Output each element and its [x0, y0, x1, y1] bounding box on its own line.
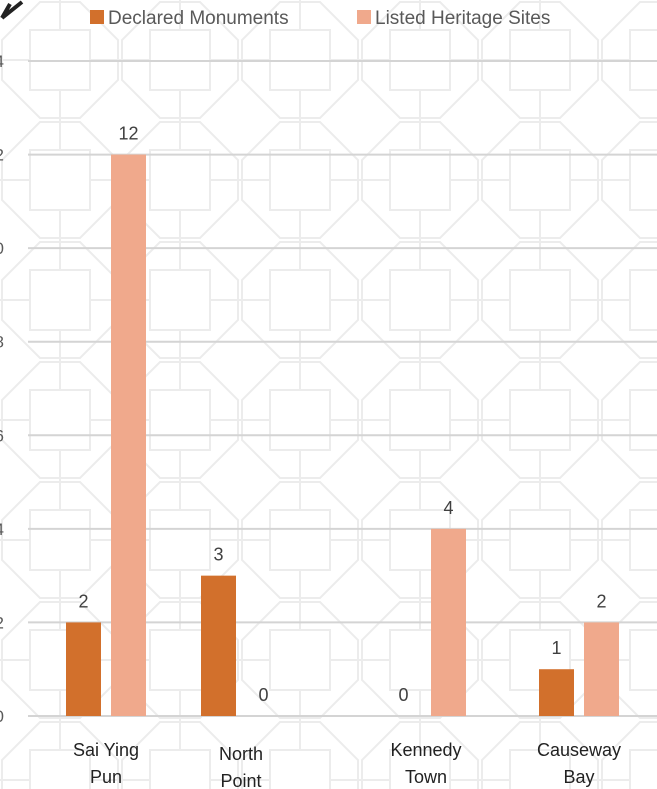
legend-swatch	[357, 10, 371, 24]
y-tick-label: 2	[0, 613, 4, 632]
x-tick-label: Bay	[563, 767, 594, 787]
y-tick-label: 12	[0, 146, 4, 165]
bar-listed-heritage-sites[interactable]	[111, 154, 146, 717]
x-tick-label: Point	[220, 771, 261, 789]
y-axis: 0 2 4 6 8 10 12 14	[0, 52, 4, 726]
legend-label: Declared Monuments	[108, 8, 289, 29]
data-label: 0	[258, 685, 268, 705]
x-tick-label: Pun	[90, 767, 122, 787]
x-tick-label: Town	[405, 767, 447, 787]
y-tick-label: 0	[0, 707, 4, 726]
data-label: 12	[118, 124, 138, 144]
data-label: 0	[398, 685, 408, 705]
bar-listed-heritage-sites[interactable]	[431, 528, 466, 716]
data-label: 4	[443, 498, 453, 518]
data-label: 1	[551, 638, 561, 658]
legend-swatch	[90, 10, 104, 24]
y-tick-label: 10	[0, 239, 4, 258]
data-label: 2	[78, 591, 88, 611]
bar-declared-monuments[interactable]	[201, 575, 236, 716]
data-label: 2	[596, 591, 606, 611]
bar-declared-monuments[interactable]	[539, 669, 574, 716]
bar-listed-heritage-sites[interactable]	[584, 622, 619, 716]
data-label: 3	[213, 545, 223, 565]
arrow-decoration	[0, 0, 24, 20]
legend-item[interactable]: Declared Monuments	[90, 8, 289, 29]
x-axis: Sai Ying Pun North Point Kennedy Town Causeway…	[73, 740, 621, 789]
bars	[66, 154, 619, 717]
legend[interactable]: Declared Monuments Listed Heritage Sites	[90, 8, 550, 29]
x-tick-label: Causeway	[537, 740, 621, 760]
y-tick-label: 8	[0, 333, 4, 352]
y-tick-label: 14	[0, 52, 4, 71]
x-tick-label: North	[219, 744, 263, 764]
y-tick-label: 4	[0, 520, 4, 539]
x-tick-label: Kennedy	[390, 740, 461, 760]
legend-item[interactable]: Listed Heritage Sites	[357, 8, 550, 29]
legend-label: Listed Heritage Sites	[375, 8, 550, 29]
bar-declared-monuments[interactable]	[66, 622, 101, 716]
y-tick-label: 6	[0, 426, 4, 445]
x-tick-label: Sai Ying	[73, 740, 139, 760]
